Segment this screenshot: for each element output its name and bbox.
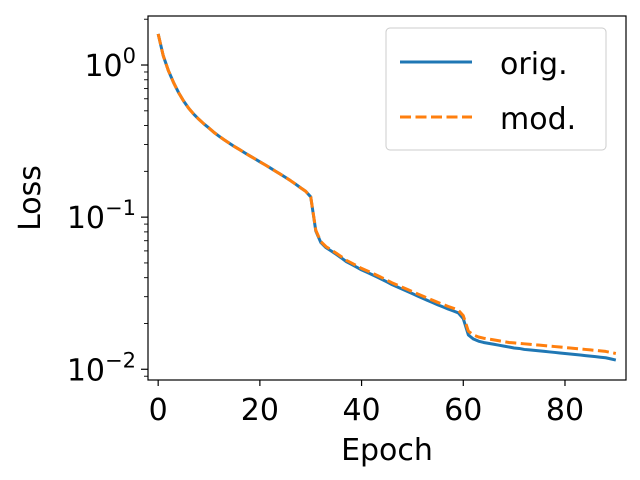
x-tick-label: 80 bbox=[546, 393, 584, 428]
legend-box bbox=[385, 27, 607, 151]
y-tick-label: 10−2 bbox=[67, 348, 136, 388]
x-axis-label: Epoch bbox=[341, 433, 433, 468]
x-axis-ticks: 0 20 40 60 80 bbox=[149, 380, 584, 428]
legend-label-mod: mod. bbox=[500, 102, 576, 137]
x-tick-label: 60 bbox=[444, 393, 482, 428]
series-line-mod bbox=[156, 33, 617, 355]
x-tick-label: 40 bbox=[342, 393, 380, 428]
y-tick-label: 100 bbox=[84, 44, 136, 84]
y-tick-label: 10−1 bbox=[67, 196, 136, 236]
legend: orig. mod. bbox=[385, 27, 607, 151]
series-layer bbox=[156, 33, 617, 362]
x-tick-label: 20 bbox=[241, 393, 279, 428]
plot-frame bbox=[147, 15, 627, 381]
legend-label-orig: orig. bbox=[500, 47, 568, 82]
x-tick-label: 0 bbox=[149, 393, 168, 428]
y-axis-ticks: 100 10−1 10−2 bbox=[67, 18, 148, 388]
y-axis-label: Loss bbox=[13, 165, 48, 231]
